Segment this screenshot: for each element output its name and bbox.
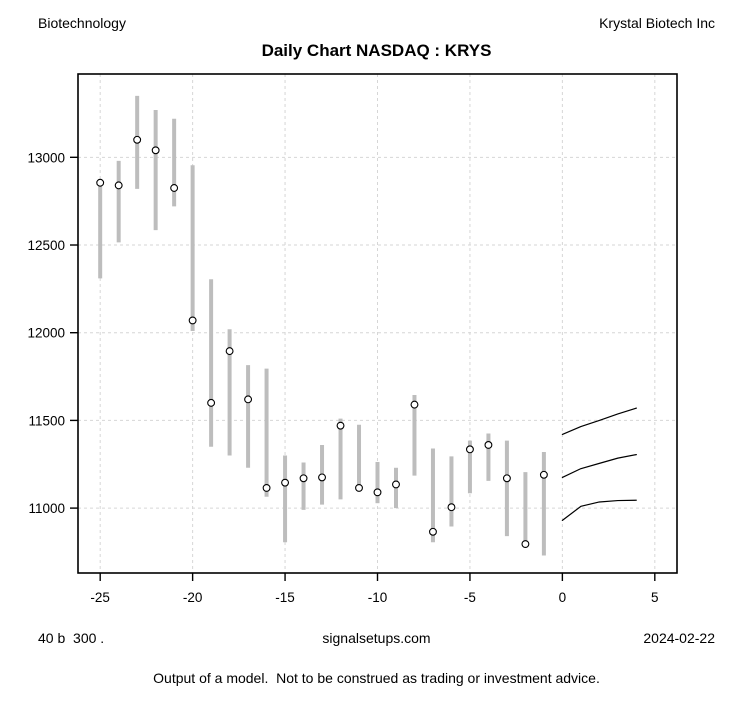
close-marker <box>336 421 345 430</box>
close-marker <box>484 441 493 449</box>
close-marker <box>188 316 197 325</box>
close-marker <box>114 181 123 190</box>
close-marker <box>318 473 326 482</box>
close-marker <box>96 178 105 187</box>
disclaimer-text: Output of a model. Not to be construed a… <box>153 670 600 686</box>
x-tick-label: -10 <box>368 590 388 605</box>
x-tick-label: -25 <box>90 590 110 605</box>
y-tick-label: 11500 <box>28 413 65 428</box>
close-marker <box>410 400 419 409</box>
close-marker <box>299 474 308 483</box>
y-tick-label: 12000 <box>27 326 65 341</box>
forecast-line-lower <box>561 499 637 521</box>
close-marker <box>465 445 474 454</box>
x-tick-label: 5 <box>651 590 659 605</box>
x-tick-label: -5 <box>464 590 476 605</box>
close-marker <box>281 478 290 487</box>
close-marker <box>447 503 456 512</box>
close-marker <box>244 395 253 404</box>
close-marker <box>151 146 160 155</box>
sector-label: Biotechnology <box>38 15 126 31</box>
x-tick-label: -20 <box>183 590 203 605</box>
close-marker <box>502 474 511 483</box>
forecast-line-upper <box>561 407 637 436</box>
close-marker <box>429 527 437 536</box>
plot-border <box>77 73 678 574</box>
x-tick-label: 0 <box>559 590 567 605</box>
close-marker <box>133 135 142 144</box>
close-marker <box>373 488 382 497</box>
close-marker <box>262 483 271 492</box>
website-label: signalsetups.com <box>322 630 431 646</box>
company-label: Krystal Biotech Inc <box>599 15 715 31</box>
forecast-line-middle <box>561 454 637 479</box>
y-tick-label: 12500 <box>27 238 65 253</box>
close-marker <box>539 470 548 479</box>
close-marker <box>392 480 400 489</box>
chart-date-label: 2024-02-22 <box>643 630 715 646</box>
close-marker <box>355 483 363 492</box>
x-tick-label: -15 <box>275 590 295 605</box>
model-params-label: 40 b 300 . <box>38 630 105 646</box>
close-marker <box>225 347 234 356</box>
close-marker <box>521 540 530 549</box>
close-marker <box>170 184 179 192</box>
y-tick-label: 11000 <box>28 501 65 516</box>
close-marker <box>207 398 216 407</box>
chart-title: Daily Chart NASDAQ : KRYS <box>261 41 492 60</box>
y-tick-label: 13000 <box>27 150 65 165</box>
